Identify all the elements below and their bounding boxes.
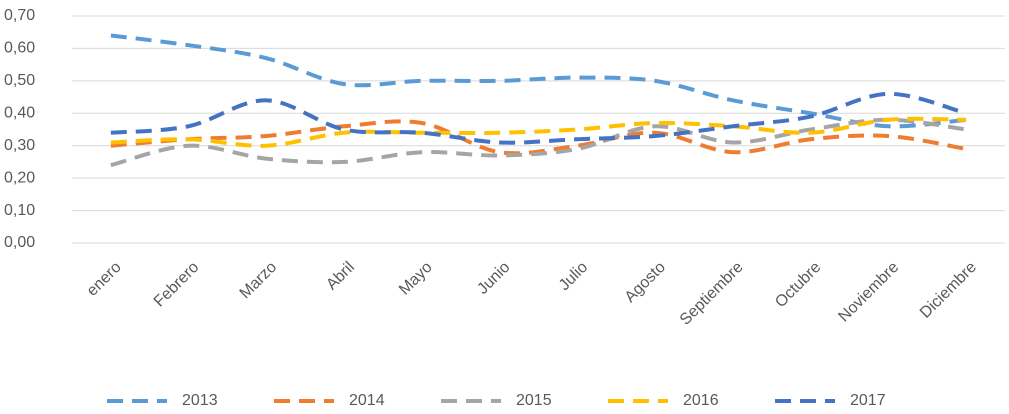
series-line (110, 33, 967, 129)
y-tick-label: 0,40 (4, 105, 35, 122)
y-tick-label: 0,00 (4, 234, 35, 251)
x-tick-label: Agosto (622, 259, 669, 306)
y-tick-label: 0,60 (4, 40, 35, 57)
legend-label: 2014 (349, 392, 385, 409)
x-tick-label: Octubre (772, 259, 824, 311)
y-tick-label: 0,50 (4, 72, 35, 89)
series-line (110, 117, 967, 168)
x-tick-label: Marzo (237, 259, 281, 303)
series-line (110, 91, 967, 145)
legend-label: 2015 (516, 392, 552, 409)
series-line (110, 119, 967, 156)
x-tick-label: Junio (474, 259, 513, 298)
x-tick-label: Abril (323, 259, 358, 294)
x-tick-label: Septiembre (677, 259, 747, 329)
x-tick-label: Febrero (151, 259, 203, 311)
legend-label: 2017 (850, 392, 886, 409)
x-tick-label: Julio (556, 259, 591, 294)
x-tick-label: Noviembre (835, 259, 902, 326)
x-tick-label: enero (84, 259, 125, 300)
legend-label: 2016 (683, 392, 719, 409)
y-tick-label: 0,30 (4, 137, 35, 154)
legend-label: 2013 (182, 392, 218, 409)
y-tick-label: 0,10 (4, 202, 35, 219)
series-line (110, 116, 967, 148)
x-tick-label: Diciembre (917, 259, 980, 322)
y-tick-label: 0,70 (4, 7, 35, 24)
y-tick-label: 0,20 (4, 169, 35, 186)
x-tick-label: Mayo (396, 259, 436, 299)
